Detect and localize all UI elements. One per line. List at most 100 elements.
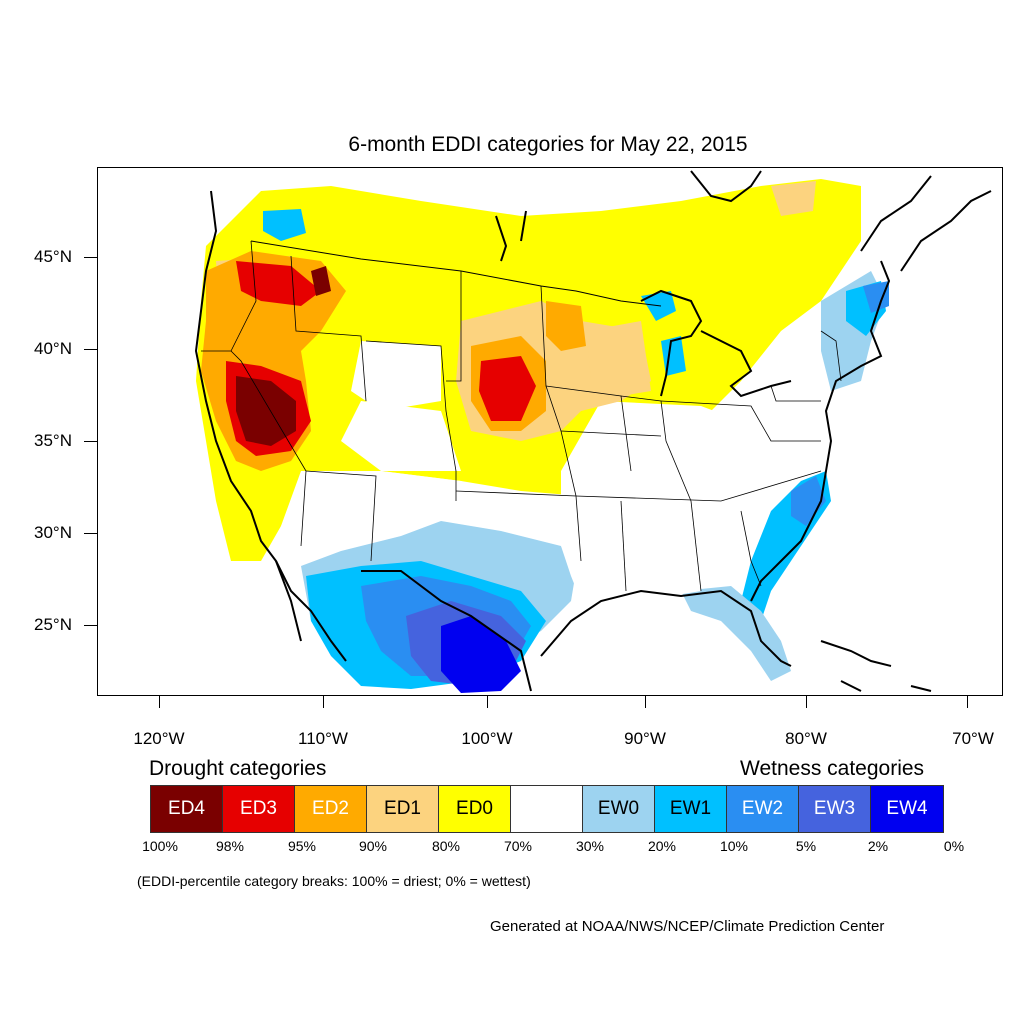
break-label: 95% (287, 838, 317, 854)
legend-box-ed4: ED4 (151, 786, 223, 832)
lon-tick-120 (159, 696, 160, 708)
lon-tick-80 (806, 696, 807, 708)
map-title: 6-month EDDI categories for May 22, 2015 (348, 133, 748, 156)
break-label: 100% (142, 838, 178, 854)
near-normal-west-texas (281, 471, 501, 561)
lon-tick-70 (967, 696, 968, 708)
break-label: 0% (943, 838, 965, 854)
legend-box-ew3: EW3 (799, 786, 871, 832)
break-label: 98% (215, 838, 245, 854)
ed2-minnesota (546, 301, 586, 351)
break-label: 20% (647, 838, 677, 854)
canada-east-coast (860, 175, 992, 272)
state-line (230, 350, 307, 547)
bahamas-coast (840, 680, 932, 692)
baja-coast (275, 560, 347, 662)
lat-tick-25 (84, 625, 97, 626)
legend-label: EW3 (813, 798, 856, 819)
legend-box-ew4: EW4 (871, 786, 943, 832)
ed1-upper-midwest (586, 321, 651, 396)
category-note: (EDDI-percentile category breaks: 100% =… (137, 873, 531, 889)
state-line (660, 400, 821, 442)
lon-label-100: 100°W (461, 729, 513, 748)
state-line (560, 430, 662, 437)
eddi-map (194, 170, 992, 693)
lon-tick-90 (645, 696, 646, 708)
state-lines (201, 240, 842, 592)
legend-box-ed0: ED0 (439, 786, 511, 832)
near-normal-utah (341, 401, 461, 471)
florida-coast (750, 260, 891, 602)
break-label: 5% (795, 838, 817, 854)
state-line (365, 340, 457, 501)
lon-label-70: 70°W (952, 729, 994, 748)
lon-label-80: 80°W (785, 729, 827, 748)
ew0-florida (681, 586, 791, 681)
state-line (540, 285, 577, 497)
legend-box-ew1: EW1 (655, 786, 727, 832)
lat-tick-40 (84, 349, 97, 350)
near-normal-gulf (561, 546, 701, 601)
legend-label: ED0 (456, 798, 493, 819)
state-line (575, 470, 822, 502)
lat-label-25: 25°N (34, 615, 72, 634)
ed4-montana (311, 266, 331, 296)
break-label: 80% (431, 838, 461, 854)
legend-label: ED3 (240, 798, 277, 819)
credit-line: Generated at NOAA/NWS/NCEP/Climate Predi… (490, 918, 885, 935)
legend-label: EW1 (669, 798, 712, 819)
lon-label-110: 110°W (298, 729, 348, 748)
ew1-pacific-nw (263, 209, 306, 241)
category-fields (196, 179, 889, 693)
break-label: 30% (575, 838, 605, 854)
state-line (620, 500, 627, 592)
lat-label-30: 30°N (34, 523, 72, 542)
state-line (201, 240, 257, 352)
state-line (690, 500, 702, 592)
ed3-nebraska (479, 356, 536, 421)
drought-categories-title: Drought categories (149, 757, 327, 780)
gulf-coast (361, 570, 792, 692)
legend-box-ed1: ED1 (367, 786, 439, 832)
state-line (770, 385, 821, 402)
legend-label: EW0 (597, 798, 640, 819)
legend-label: EW2 (741, 798, 784, 819)
ed3-idaho (236, 261, 321, 306)
legend-box-ew0: EW0 (583, 786, 655, 832)
ew2-maine (863, 281, 889, 313)
state-line (290, 255, 367, 402)
lat-tick-30 (84, 533, 97, 534)
lat-label-35: 35°N (34, 431, 72, 450)
legend-label: ED4 (168, 798, 205, 819)
lon-tick-110 (323, 696, 324, 708)
lake-winnipeg (495, 210, 527, 262)
ew2-carolinas (791, 476, 826, 526)
legend-label: ED2 (312, 798, 349, 819)
near-normal-colorado (351, 341, 441, 411)
break-label: 2% (867, 838, 889, 854)
lon-tick-100 (487, 696, 488, 708)
legend-box-ed3: ED3 (223, 786, 295, 832)
break-label: 90% (358, 838, 388, 854)
break-label: 10% (719, 838, 749, 854)
lon-label-120: 120°W (133, 729, 185, 748)
lat-label-40: 40°N (34, 339, 72, 358)
legend-box-normal (511, 786, 583, 832)
state-line (620, 395, 692, 502)
lat-label-45: 45°N (34, 247, 72, 266)
lat-tick-35 (84, 441, 97, 442)
legend-label: ED1 (384, 798, 421, 819)
ew4-rio-grande (441, 616, 521, 693)
state-line (820, 330, 842, 382)
break-label: 70% (503, 838, 533, 854)
near-normal-southeast (561, 401, 821, 591)
cuba-coast (820, 640, 892, 667)
legend-box-ew2: EW2 (727, 786, 799, 832)
wetness-categories-title: Wetness categories (740, 757, 925, 780)
legend-box-ed2: ED2 (295, 786, 367, 832)
lat-tick-45 (84, 257, 97, 258)
lon-label-90: 90°W (624, 729, 666, 748)
map-panel (97, 167, 1003, 696)
hudson-bay (690, 170, 762, 203)
boundaries (194, 170, 992, 692)
